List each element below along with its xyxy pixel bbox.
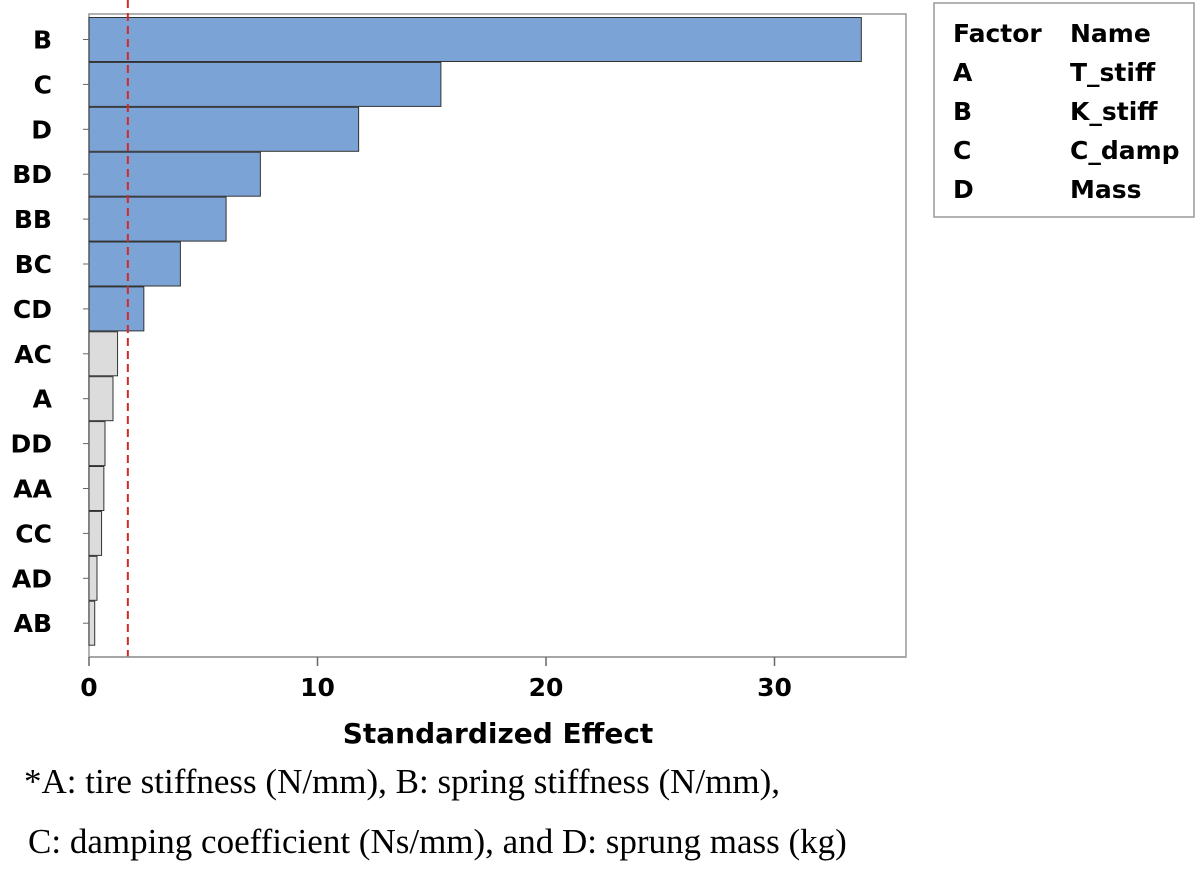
- x-tick-label-30: 30: [757, 673, 792, 702]
- legend-factor-a: A: [953, 58, 973, 87]
- y-tick-label-ad: AD: [12, 564, 52, 593]
- legend-name-d: Mass: [1070, 175, 1142, 204]
- bar-cc: [88, 510, 103, 556]
- bar-d: [88, 106, 360, 152]
- legend-header-factor: Factor: [953, 19, 1042, 48]
- y-tick-label-c: C: [34, 70, 52, 99]
- x-axis-title: Standardized Effect: [343, 717, 654, 750]
- bars-layer: [88, 17, 862, 646]
- bar-ad: [88, 555, 98, 601]
- bar-ab: [88, 600, 96, 646]
- y-tick-label-bd: BD: [12, 160, 52, 189]
- y-tick-label-ac: AC: [14, 340, 52, 369]
- bar-c: [88, 61, 442, 107]
- x-tick-label-20: 20: [529, 673, 564, 702]
- bar-aa: [88, 466, 105, 511]
- y-tick-label-cc: CC: [15, 519, 52, 548]
- legend-factor-b: B: [953, 97, 972, 126]
- bar-bc: [88, 241, 181, 287]
- bar-ac: [88, 331, 119, 377]
- footnote-line-2: C: damping coefficient (Ns/mm), and D: s…: [28, 822, 847, 861]
- legend-header-name: Name: [1070, 19, 1151, 48]
- x-tick-label-0: 0: [80, 673, 97, 702]
- y-tick-label-dd: DD: [10, 430, 52, 459]
- y-tick-label-b: B: [33, 26, 52, 55]
- legend: Factor Name A T_stiff B K_stiff C C_damp…: [933, 2, 1195, 218]
- y-tick-label-d: D: [31, 115, 52, 144]
- legend-factor-c: C: [953, 136, 971, 165]
- bar-a: [88, 376, 114, 422]
- bar-dd: [88, 421, 106, 467]
- x-ticks: 0 10 20 30: [80, 657, 792, 702]
- y-tick-label-bb: BB: [14, 205, 52, 234]
- y-tick-label-aa: AA: [13, 475, 52, 504]
- x-tick-label-10: 10: [300, 673, 335, 702]
- bar-bd: [88, 151, 261, 197]
- legend-name-b: K_stiff: [1070, 97, 1158, 126]
- y-tick-label-ab: AB: [14, 609, 52, 638]
- legend-factor-d: D: [953, 175, 974, 204]
- legend-box: [933, 2, 1195, 218]
- bar-cd: [88, 286, 145, 332]
- bar-bb: [88, 196, 227, 242]
- legend-name-c: C_damp: [1070, 136, 1180, 165]
- bar-b: [88, 17, 862, 62]
- y-tick-label-bc: BC: [15, 250, 52, 279]
- y-tick-label-a: A: [33, 385, 53, 414]
- y-tick-label-cd: CD: [13, 295, 52, 324]
- footnote-line-1: *A: tire stiffness (N/mm), B: spring sti…: [24, 762, 781, 801]
- legend-name-a: T_stiff: [1070, 58, 1156, 87]
